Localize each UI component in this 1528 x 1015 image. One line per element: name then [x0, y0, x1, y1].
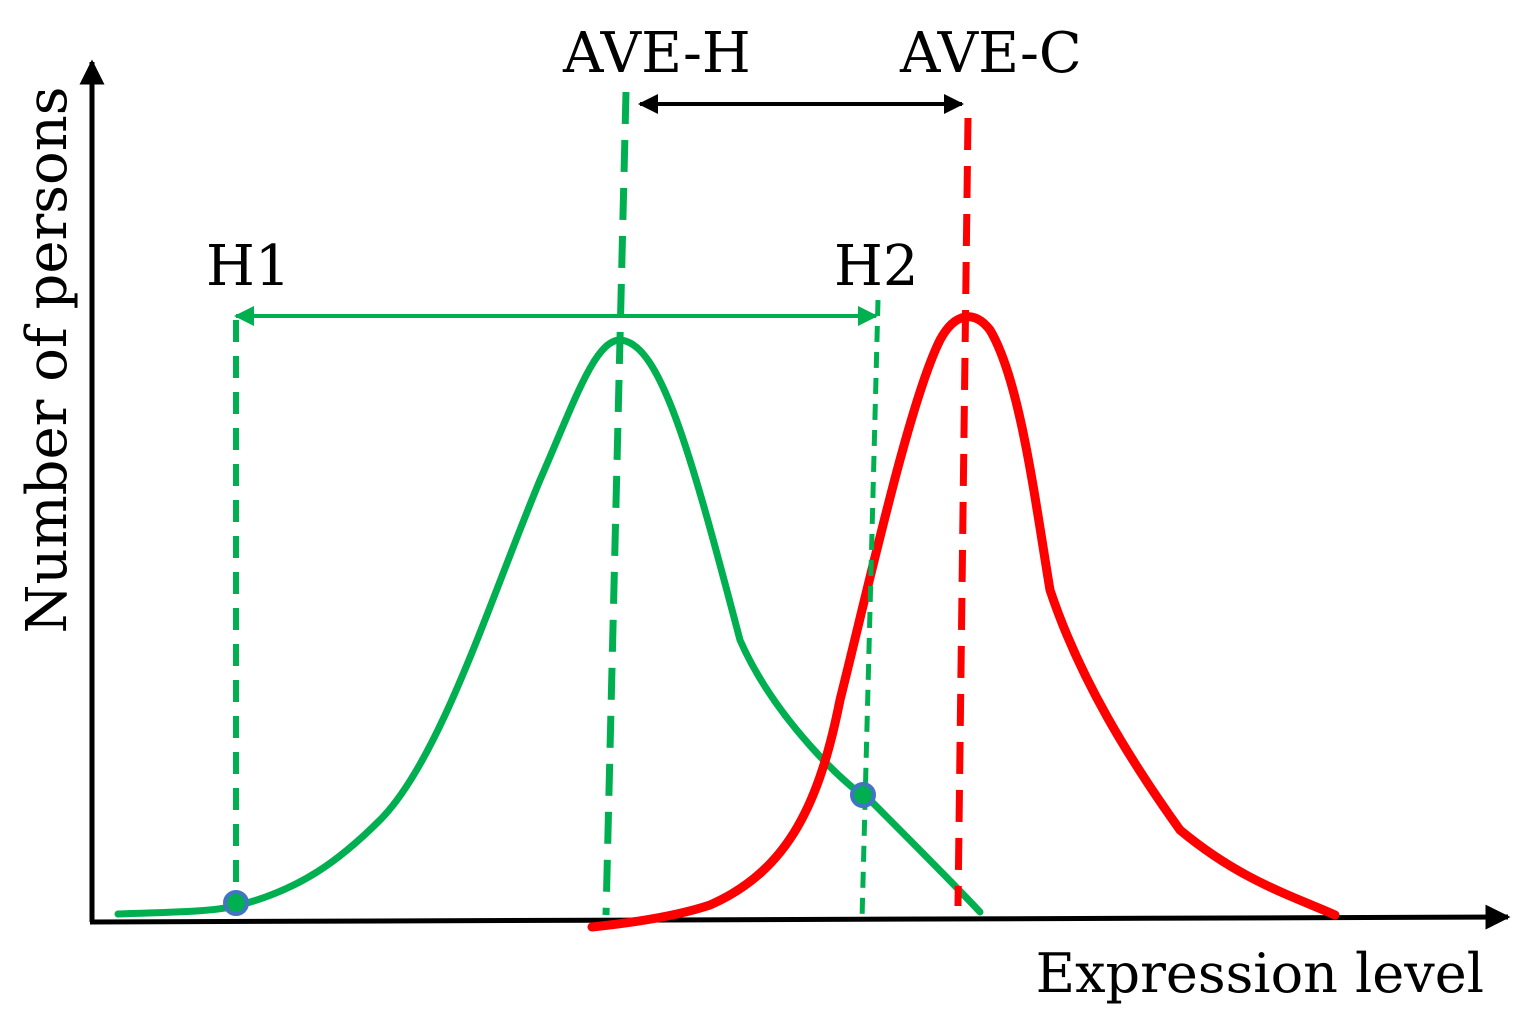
x-axis-line — [89, 904, 1511, 930]
healthy-distribution-curve — [114, 336, 984, 918]
y-axis-title: Number of persons — [15, 87, 80, 634]
ave-h-dashed-line — [602, 91, 630, 916]
h2-point-marker — [850, 782, 876, 808]
ave-c-label: AVE-C — [899, 21, 1082, 86]
ave-c-dashed-line — [954, 117, 972, 907]
ave-h-label: AVE-H — [562, 21, 751, 86]
h1-label: H1 — [206, 234, 290, 299]
h1-point-marker — [223, 890, 249, 916]
x-axis-title: Expression level — [1036, 942, 1484, 1005]
h2-label: H2 — [834, 234, 918, 299]
